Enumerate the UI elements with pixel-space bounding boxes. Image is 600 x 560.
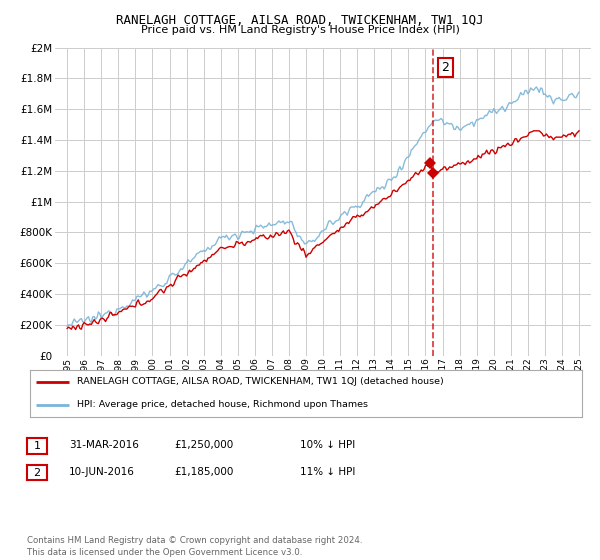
Text: 10% ↓ HPI: 10% ↓ HPI <box>300 440 355 450</box>
Text: 2: 2 <box>34 468 40 478</box>
Text: HPI: Average price, detached house, Richmond upon Thames: HPI: Average price, detached house, Rich… <box>77 400 368 409</box>
Text: RANELAGH COTTAGE, AILSA ROAD, TWICKENHAM, TW1 1QJ: RANELAGH COTTAGE, AILSA ROAD, TWICKENHAM… <box>116 14 484 27</box>
Text: £1,250,000: £1,250,000 <box>174 440 233 450</box>
Text: 2: 2 <box>442 60 449 74</box>
Text: 10-JUN-2016: 10-JUN-2016 <box>69 466 135 477</box>
Text: Contains HM Land Registry data © Crown copyright and database right 2024.
This d: Contains HM Land Registry data © Crown c… <box>27 536 362 557</box>
Text: £1,185,000: £1,185,000 <box>174 466 233 477</box>
Text: 1: 1 <box>34 441 40 451</box>
Text: 11% ↓ HPI: 11% ↓ HPI <box>300 466 355 477</box>
Text: Price paid vs. HM Land Registry's House Price Index (HPI): Price paid vs. HM Land Registry's House … <box>140 25 460 35</box>
Text: 31-MAR-2016: 31-MAR-2016 <box>69 440 139 450</box>
Text: RANELAGH COTTAGE, AILSA ROAD, TWICKENHAM, TW1 1QJ (detached house): RANELAGH COTTAGE, AILSA ROAD, TWICKENHAM… <box>77 377 443 386</box>
